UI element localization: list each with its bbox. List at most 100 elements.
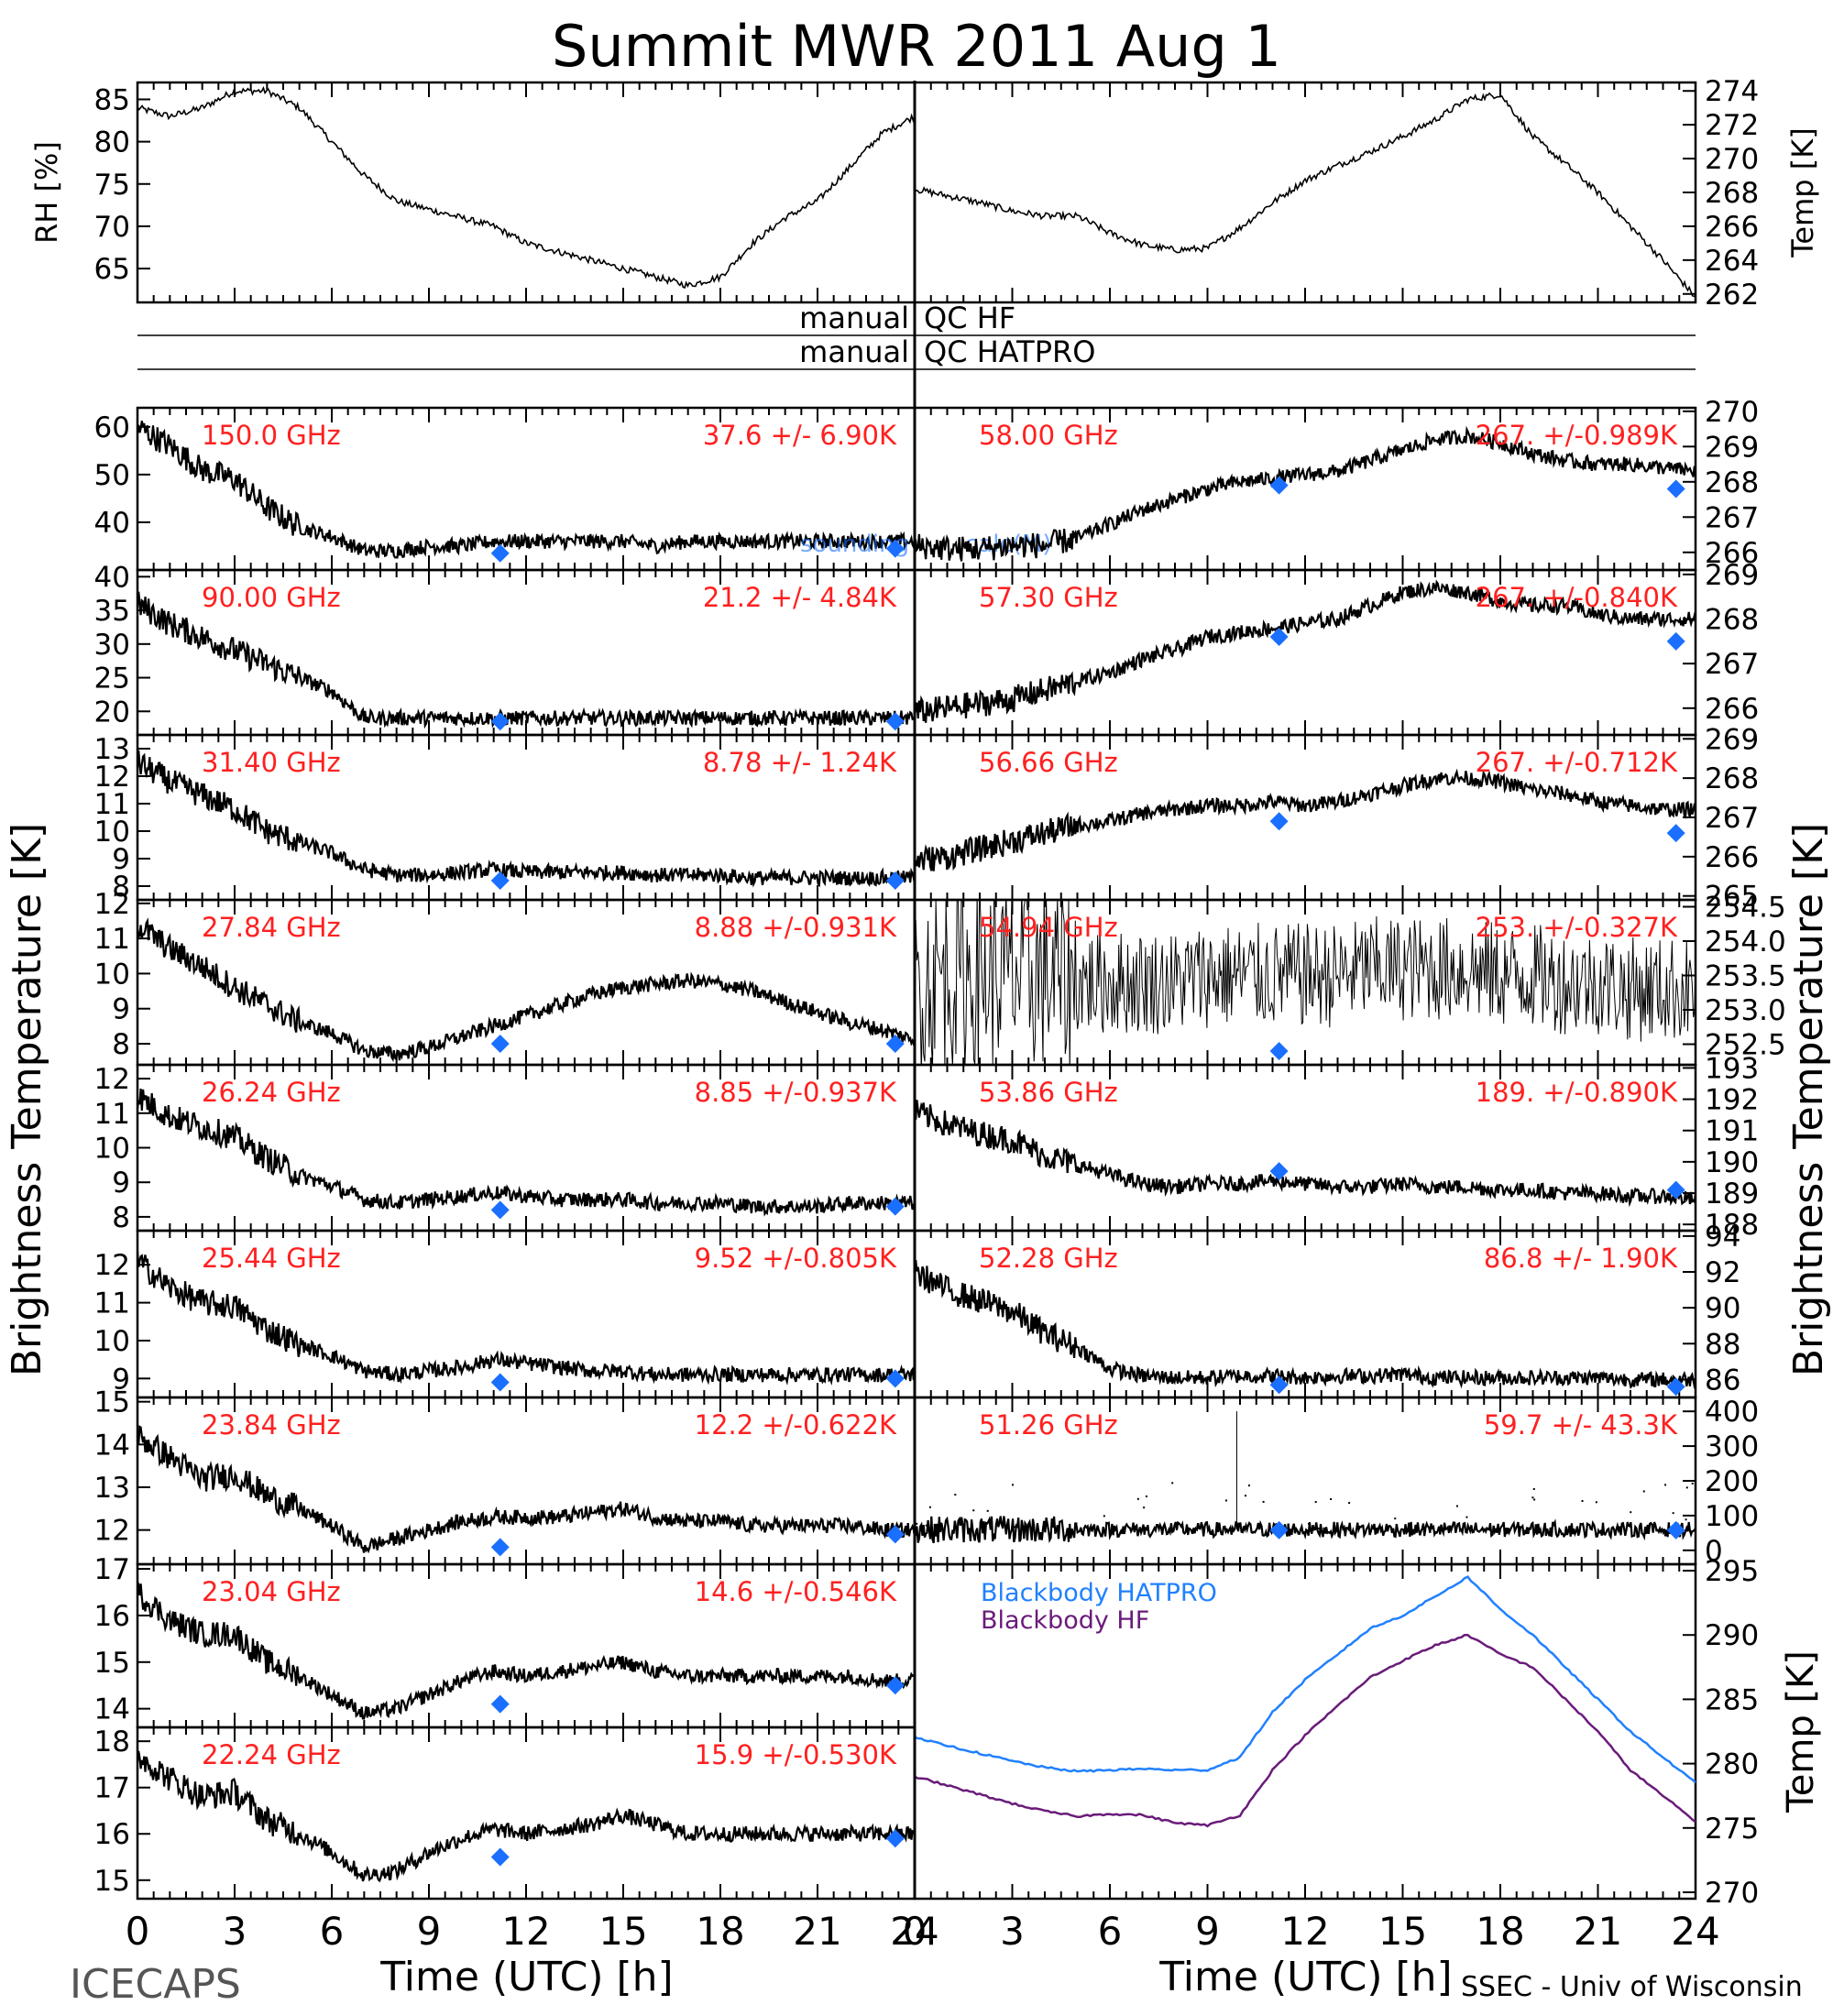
y-tick-label: 85	[94, 83, 130, 116]
y-tick-label: 86	[1705, 1364, 1740, 1397]
y-tick-label: 254.0	[1705, 926, 1786, 959]
outlier-point	[1075, 1522, 1078, 1525]
y-tick-label: 11	[94, 1098, 130, 1131]
sounding-label: sounding	[800, 531, 909, 558]
x-tick-label: 18	[1476, 1909, 1524, 1954]
data-trace	[137, 1581, 915, 1720]
x-tick-label: 12	[501, 1909, 550, 1954]
y-tick-label: 270	[1705, 396, 1759, 429]
legend-entry: Blackbody HF	[981, 1606, 1149, 1635]
data-trace	[915, 425, 1696, 562]
qc-strip: manual QC HF manual QC HATPRO	[137, 301, 1696, 370]
sounding-marker	[490, 1847, 510, 1867]
outlier-point	[1103, 1515, 1105, 1517]
frequency-label: 51.26 GHz	[979, 1409, 1118, 1441]
y-tick-label: 200	[1705, 1465, 1759, 1498]
y-tick-label: 70	[94, 211, 130, 244]
sounding-marker	[1269, 476, 1289, 495]
y-tick-label: 12	[94, 1249, 130, 1282]
x-tick-label: 3	[1000, 1909, 1025, 1954]
stats-label: 8.78 +/- 1.24K	[703, 747, 897, 778]
y-tick-label: 274	[1705, 75, 1759, 108]
outlier-point	[1224, 1499, 1227, 1502]
frequency-label: 22.24 GHz	[202, 1739, 341, 1770]
y-tick-label: 40	[94, 507, 130, 540]
sounding-marker	[490, 1200, 510, 1220]
y-tick-label: 60	[94, 411, 130, 444]
sounding-marker	[1666, 631, 1685, 651]
sounding-marker	[1666, 1377, 1685, 1397]
outlier-point	[1014, 1526, 1016, 1528]
y-tick-label: 9	[112, 843, 130, 876]
x-tick-labels: 0 3 6 9 12 15 18 21 240 3 6 9 12 15 18 21 24	[126, 1909, 1720, 1954]
y-tick-label: 75	[94, 169, 130, 202]
outlier-point	[1330, 1497, 1333, 1500]
frequency-label: 52.28 GHz	[979, 1243, 1118, 1274]
sounding-marker	[885, 871, 905, 890]
frequency-label: 53.86 GHz	[979, 1077, 1118, 1108]
x-tick-label: 15	[598, 1909, 647, 1954]
qc-hatpro-left-label: manual	[799, 334, 909, 369]
sounding-marker	[885, 1676, 905, 1695]
y-tick-label: 16	[94, 1818, 130, 1851]
y-tick-label: 266	[1705, 211, 1759, 244]
y-tick-label: 16	[94, 1600, 130, 1633]
stats-label: 267. +/-0.712K	[1476, 747, 1678, 778]
sounding-marker	[1666, 1180, 1685, 1200]
y-tick-label: 40	[94, 561, 130, 594]
stats-label: 8.88 +/-0.931K	[695, 912, 897, 943]
outlier-point	[1595, 1501, 1597, 1504]
sounding-marker	[1269, 627, 1289, 646]
legend-entry: Blackbody HATPRO	[981, 1579, 1217, 1607]
y-tick-label: 8	[112, 1028, 130, 1061]
outlier-point	[916, 1522, 918, 1525]
y-tick-label: 266	[1705, 693, 1759, 726]
y-tick-label: 11	[94, 923, 130, 956]
stats-label: 253. +/-0.327K	[1476, 912, 1678, 943]
y-tick-label: 253.5	[1705, 960, 1786, 993]
data-trace	[137, 917, 915, 1063]
outlier-point	[1685, 1518, 1687, 1521]
sounding-marker	[885, 712, 905, 731]
data-trace	[137, 591, 915, 729]
sounding-marker	[1269, 1162, 1289, 1181]
outlier-point	[972, 1509, 975, 1512]
sounding-marker	[1666, 1520, 1685, 1539]
y-tick-label: 17	[94, 1772, 130, 1805]
stats-label: 59.7 +/- 43.3K	[1484, 1409, 1678, 1441]
sounding-marker	[885, 1197, 905, 1216]
y-tick-label: 12	[94, 761, 130, 794]
x-tick-label: 9	[1195, 1909, 1220, 1954]
y-tick-label: 100	[1705, 1500, 1759, 1533]
outlier-point	[986, 1509, 989, 1512]
y-tick-label: 192	[1705, 1084, 1759, 1117]
panel-ylabel: Temp [K]	[1785, 127, 1820, 257]
y-tick-label: 269	[1705, 559, 1759, 592]
y-tick-label: 15	[94, 1865, 130, 1898]
data-trace	[137, 85, 916, 290]
data-trace	[137, 1425, 915, 1554]
xlabel-left: Time (UTC) [h]	[379, 1954, 673, 2000]
data-trace	[137, 1750, 915, 1883]
frequency-label: 23.04 GHz	[202, 1576, 341, 1607]
data-trace	[915, 768, 1696, 871]
y-tick-label: 268	[1705, 604, 1759, 637]
y-tick-label: 262	[1705, 279, 1759, 312]
y-tick-label: 9	[112, 1167, 130, 1200]
outlier-point	[1012, 1484, 1015, 1486]
y-tick-label: 10	[94, 1325, 130, 1358]
y-tick-label: 17	[94, 1553, 130, 1586]
y-tick-label: 9	[112, 1363, 130, 1396]
data-trace	[137, 750, 915, 888]
y-tick-label: 290	[1705, 1619, 1759, 1652]
y-tick-label: 295	[1705, 1555, 1759, 1588]
outlier-point	[1308, 1522, 1311, 1525]
y-tick-label: 15	[94, 1386, 130, 1419]
panel-ch56: 265 266 267 268 269 56.66 GHz 267. +/-0.712K	[913, 723, 1759, 914]
sounding-marker	[1269, 1375, 1289, 1395]
sounding-marker	[1269, 1042, 1289, 1060]
